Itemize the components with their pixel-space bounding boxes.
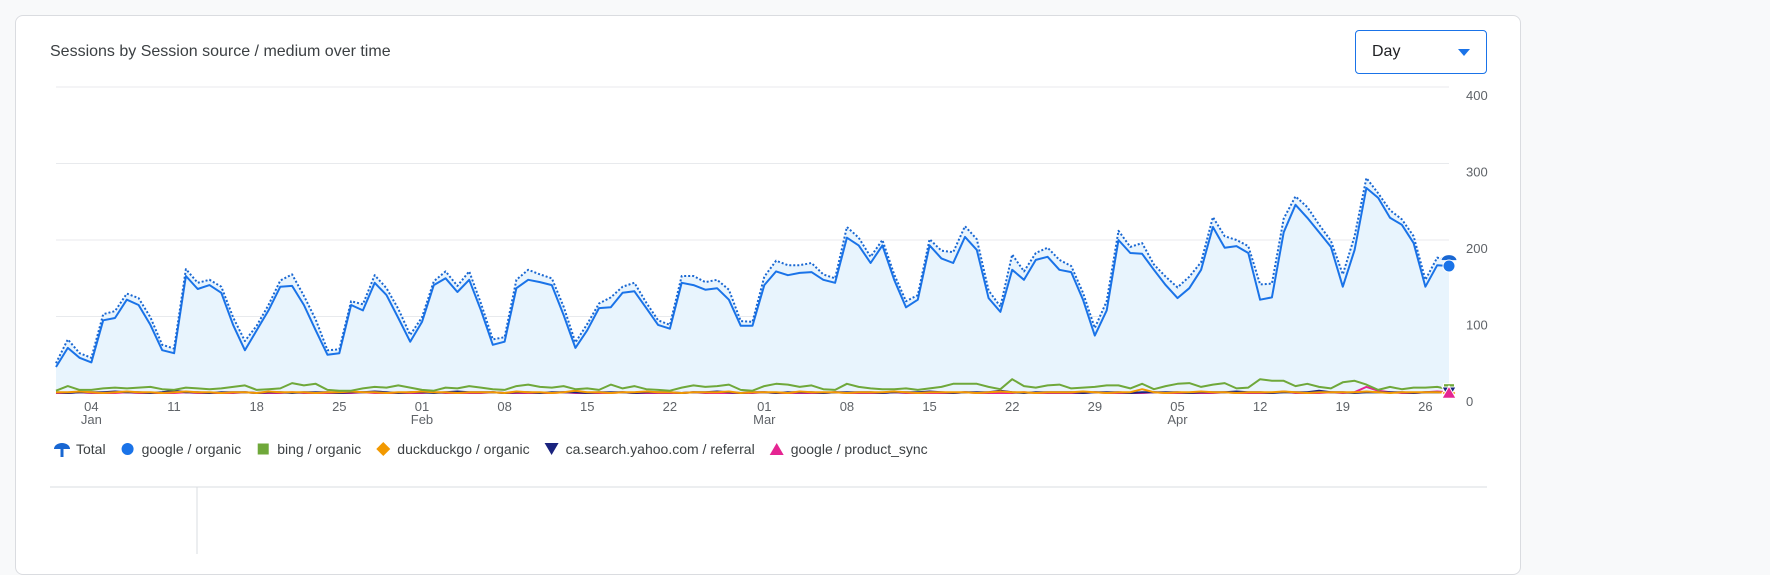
x-tick-label: 12	[1253, 399, 1267, 414]
x-tick-label: 22	[1005, 399, 1019, 414]
x-month-label: Mar	[753, 412, 776, 427]
legend-label: bing / organic	[277, 441, 361, 457]
legend-label: google / product_sync	[791, 441, 928, 457]
x-tick-label: 26	[1418, 399, 1432, 414]
series-end-marker	[1441, 385, 1457, 399]
legend-marker	[376, 442, 391, 456]
legend-label: Total	[76, 441, 106, 457]
legend-marker	[544, 443, 559, 455]
series-end-marker	[1442, 259, 1456, 273]
x-tick-label: 29	[1088, 399, 1102, 414]
legend-label: ca.search.yahoo.com / referral	[566, 441, 755, 457]
x-tick-label: 01	[415, 399, 429, 414]
x-tick-label: 15	[922, 399, 936, 414]
x-month-label: Feb	[411, 412, 433, 427]
legend-marker	[257, 443, 269, 455]
y-tick-label: 200	[1466, 241, 1488, 256]
series-line	[56, 388, 1450, 394]
series-area	[56, 178, 1449, 393]
legend-label: duckduckgo / organic	[397, 441, 529, 457]
x-tick-label: 04	[84, 399, 98, 414]
legend-marker	[54, 443, 70, 457]
dropdown-arrow	[1458, 49, 1470, 56]
y-tick-label: 400	[1466, 88, 1488, 103]
y-tick-label: 0	[1466, 394, 1473, 409]
series-line	[55, 378, 1450, 392]
x-tick-label: 08	[840, 399, 854, 414]
dropdown-label: Day	[1372, 43, 1401, 60]
series-line	[55, 187, 1450, 368]
x-tick-label: 15	[580, 399, 594, 414]
chart-title: Sessions by Session source / medium over…	[50, 43, 391, 60]
y-tick-label: 100	[1466, 318, 1488, 333]
legend-label: google / organic	[142, 441, 242, 457]
page: Sessions by Session source / medium over…	[15, 15, 1521, 575]
x-tick-label: 08	[497, 399, 511, 414]
x-month-label: Jan	[81, 412, 102, 427]
legend-marker	[769, 443, 784, 455]
legend-marker	[121, 443, 134, 455]
y-tick-label: 300	[1466, 165, 1488, 180]
x-tick-label: 01	[757, 399, 771, 414]
granularity-dropdown[interactable]: Day	[1355, 30, 1487, 74]
x-month-label: Apr	[1167, 412, 1188, 427]
series-line	[55, 177, 1450, 364]
x-tick-label: 11	[167, 399, 181, 414]
x-tick-label: 19	[1336, 399, 1350, 414]
x-tick-label: 05	[1170, 399, 1184, 414]
x-tick-label: 18	[249, 399, 263, 414]
x-tick-label: 25	[332, 399, 346, 414]
x-tick-label: 22	[663, 399, 677, 414]
